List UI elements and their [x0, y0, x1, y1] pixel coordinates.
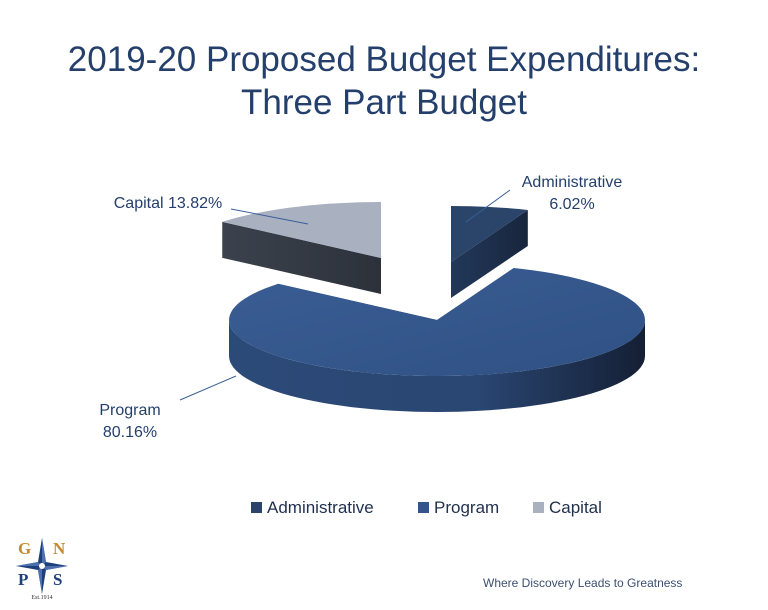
capital-data-label: Capital 13.82%	[114, 195, 223, 212]
administrative-slice-wall-1	[451, 209, 528, 298]
capital-leader-line	[230, 208, 309, 225]
logo-letter-s: S	[53, 570, 62, 589]
logo-est: Est.1914	[31, 595, 52, 601]
title-line-2: Three Part Budget	[241, 83, 527, 122]
program-leader-line	[179, 375, 237, 401]
data-labels: Administrative 6.02% Program 80.16% Capital …	[99, 174, 622, 441]
legend-swatch-capital	[533, 502, 544, 513]
legend-label-administrative: Administrative	[267, 498, 374, 517]
title-line-1: 2019-20 Proposed Budget Expenditures:	[67, 40, 701, 79]
slide-title: 2019-20 Proposed Budget Expenditures: Th…	[0, 38, 768, 124]
capital-slice-wall-0	[222, 221, 381, 294]
administrative-leader-line	[465, 189, 511, 223]
district-logo: G N P S Est.1914	[16, 538, 68, 601]
capital-slice	[222, 202, 381, 258]
pie-slices	[222, 202, 645, 412]
legend-swatch-administrative	[251, 502, 262, 513]
legend-label-program: Program	[434, 498, 499, 517]
compass-star-icon	[16, 538, 68, 594]
administrative-data-label: Administrative 6.02%	[522, 174, 623, 213]
logo-letter-p: P	[18, 570, 28, 589]
logo-letter-n: N	[53, 539, 66, 558]
administrative-slice	[451, 206, 528, 262]
footer-tagline: Where Discovery Leads to Greatness	[483, 576, 683, 590]
legend-label-capital: Capital	[549, 498, 602, 517]
program-slice-side	[229, 320, 645, 412]
program-slice	[229, 268, 645, 376]
program-data-label: Program 80.16%	[99, 402, 160, 441]
chart-legend: Administrative Program Capital	[251, 498, 602, 517]
legend-swatch-program	[418, 502, 429, 513]
logo-letter-g: G	[18, 539, 31, 558]
